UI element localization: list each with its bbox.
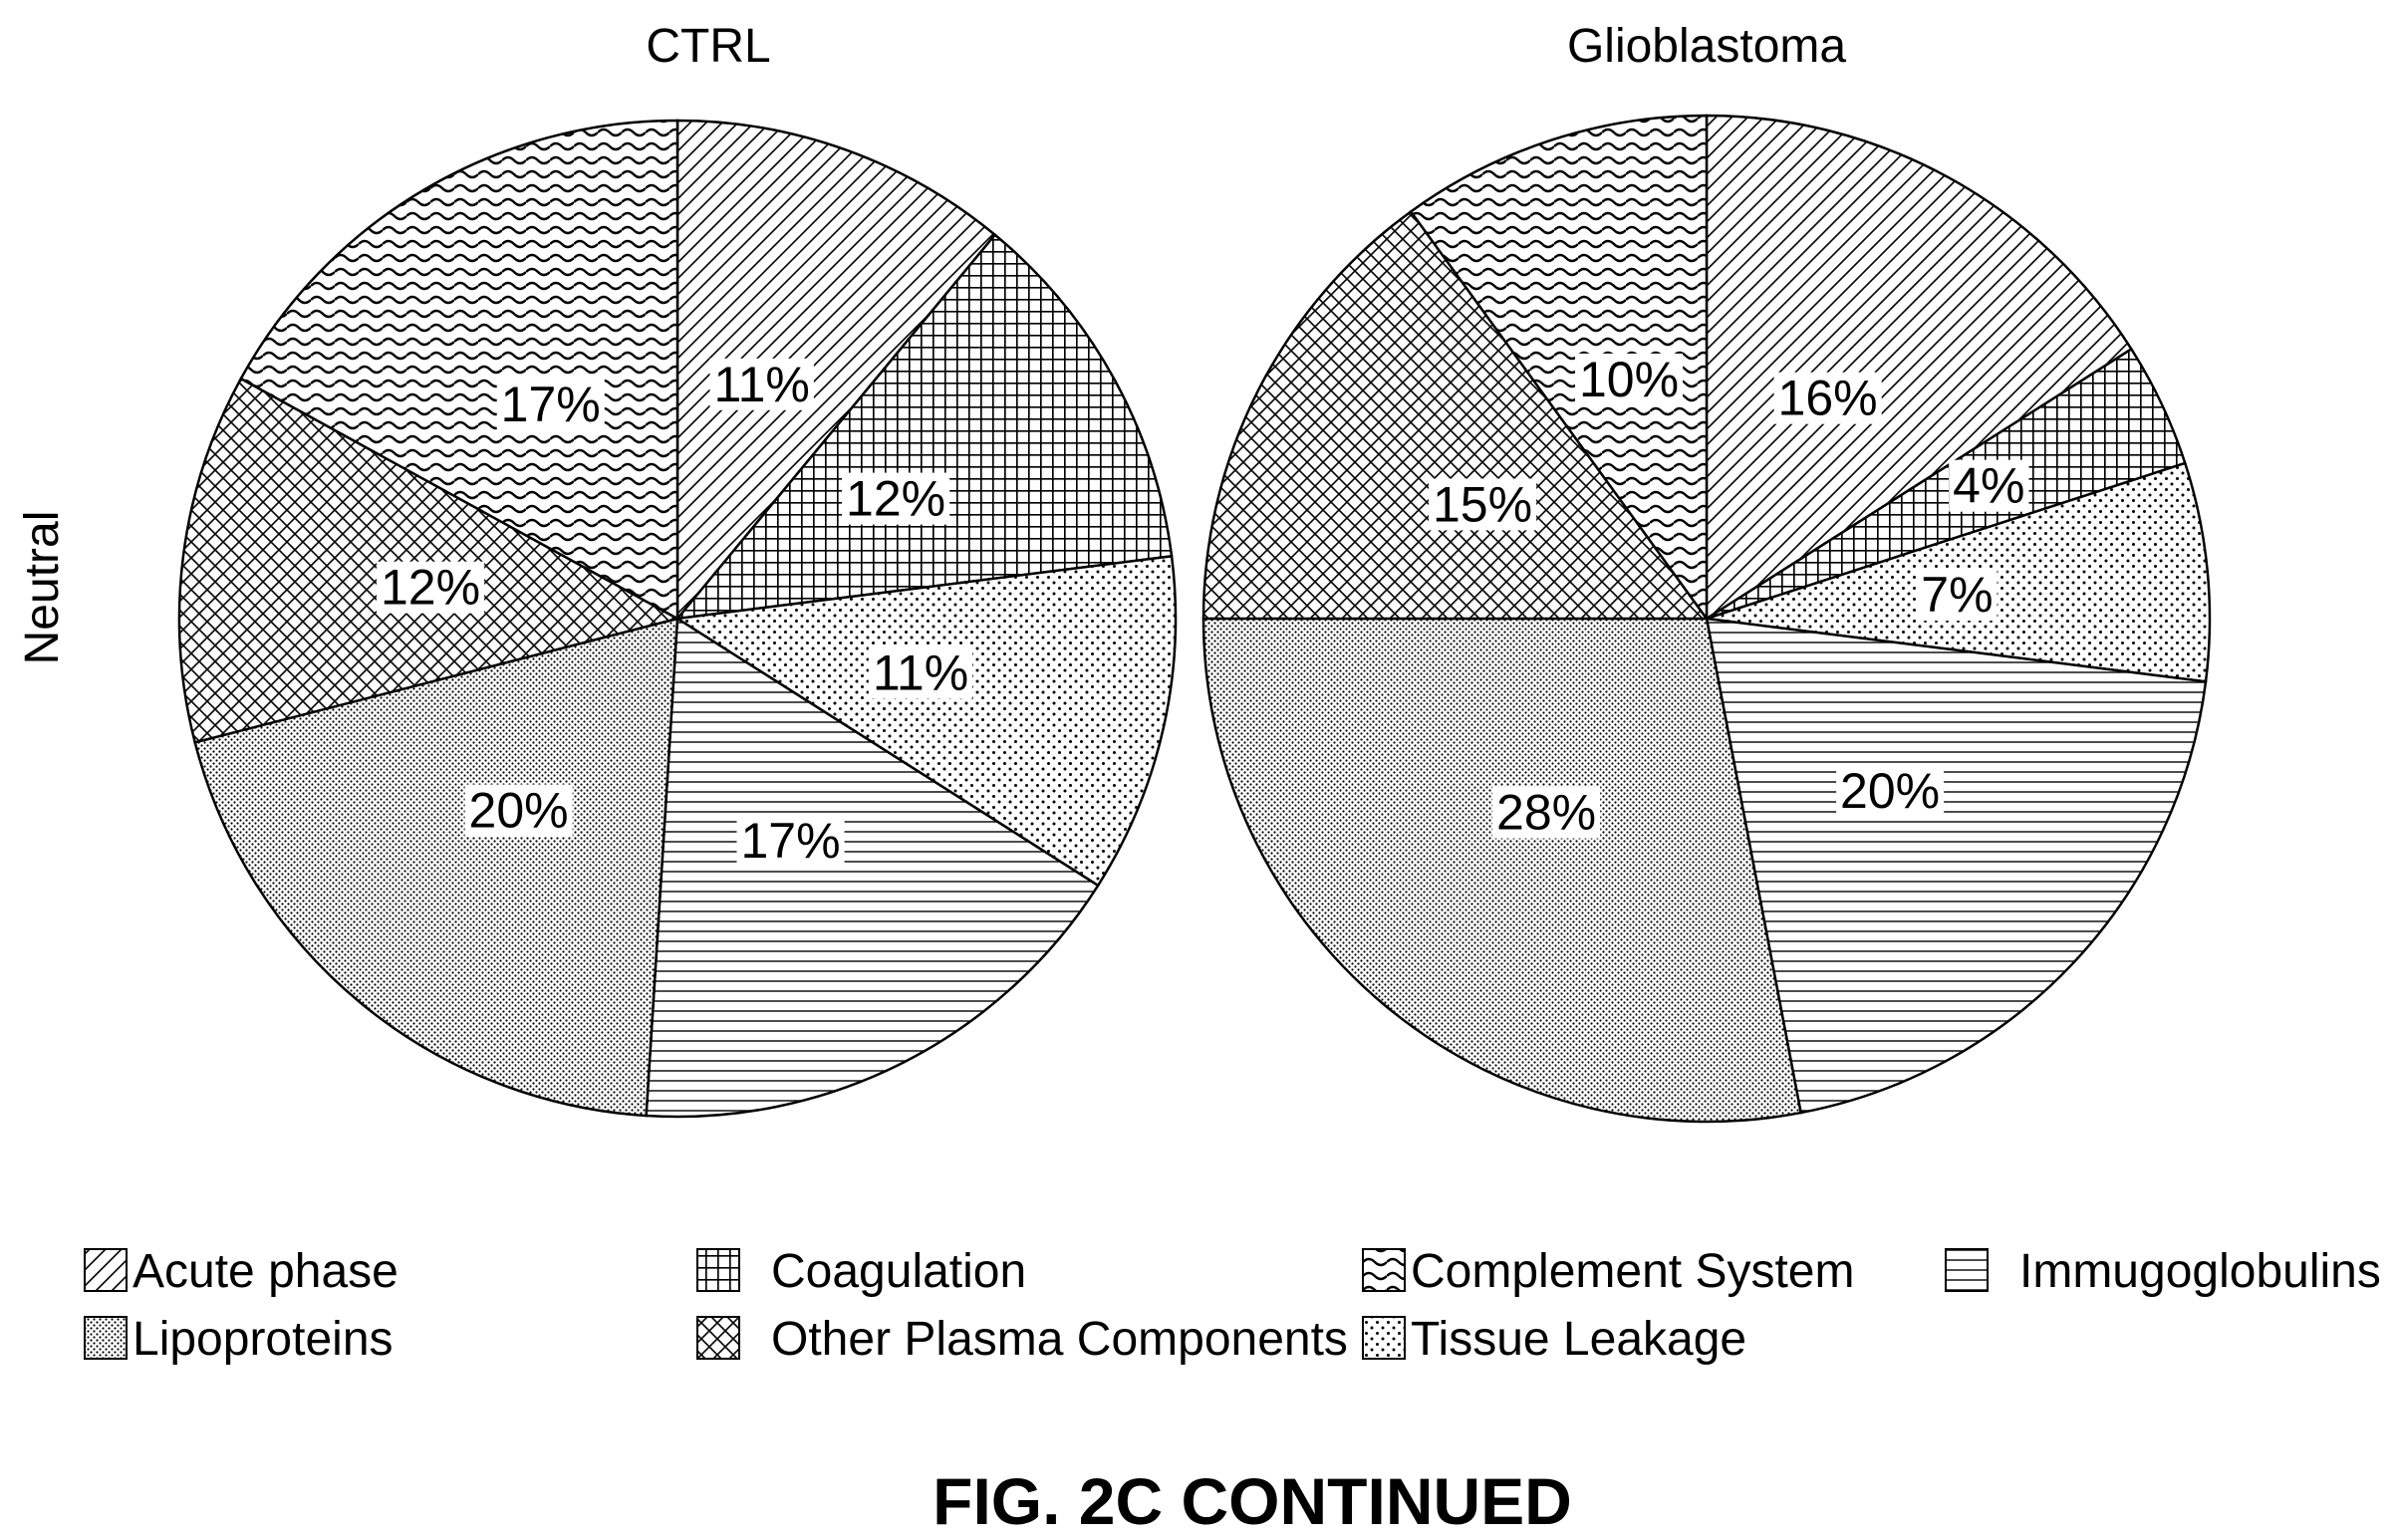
pie-ctrl-slice-coagulation (674, 232, 1174, 621)
pie-ctrl-label-bg-coagulation (842, 472, 950, 525)
y-axis-label: Neutral (16, 511, 69, 665)
pie-ctrl-slice-other-plasma-components (177, 377, 681, 744)
legend-label-acute-phase: Acute phase (133, 1245, 399, 1298)
legend-item-other-plasma-components: Other Plasma Components (696, 1313, 1348, 1366)
legend-item-immugoglobulins: Immugoglobulins (1945, 1245, 2381, 1298)
pie-glioblastoma-slice-immugoglobulins (1705, 617, 2208, 1115)
legend-swatch-coagulation (696, 1248, 740, 1292)
pie-glioblastoma-label-complement-system: 10% (1579, 352, 1679, 407)
pie-glioblastoma-slice-lipoproteins (1201, 617, 1803, 1124)
legend-swatch-tissue-leakage (1362, 1316, 1406, 1360)
pie-ctrl-label-bg-lipoproteins (464, 784, 573, 837)
legend-swatch-acute-phase (84, 1248, 128, 1292)
pie-ctrl-label-bg-other-plasma-components (377, 561, 485, 614)
legend-label-complement-system: Complement System (1411, 1245, 1854, 1298)
pie-ctrl-label-coagulation: 12% (846, 471, 945, 527)
pie-ctrl-label-acute-phase: 11% (714, 357, 810, 412)
pie-ctrl-label-tissue-leakage: 11% (873, 645, 968, 701)
pie-title-ctrl: CTRL (646, 20, 770, 73)
pie-glioblastoma-slice-acute-phase (1705, 114, 2134, 622)
pie-glioblastoma-slice-complement-system (1409, 114, 1709, 623)
pie-ctrl-label-lipoproteins: 20% (469, 783, 569, 839)
legend-swatch-complement-system (1362, 1248, 1406, 1292)
pie-ctrl-label-complement-system: 17% (501, 377, 601, 432)
legend-swatch-immugoglobulins (1945, 1248, 1989, 1292)
pie-ctrl-label-bg-acute-phase (709, 358, 814, 410)
legend-label-immugoglobulins: Immugoglobulins (2019, 1245, 2381, 1298)
pie-glioblastoma-slice-other-plasma-components (1201, 209, 1710, 621)
legend-label-other-plasma-components: Other Plasma Components (771, 1313, 1348, 1366)
pie-ctrl-slice-acute-phase (675, 119, 997, 623)
legend-item-coagulation: Coagulation (696, 1245, 1026, 1298)
pie-glioblastoma-label-immugoglobulins: 20% (1840, 763, 1940, 819)
legend-item-lipoproteins: Lipoproteins (84, 1313, 394, 1366)
pies-group: 11% 12% 11% 17% 20% 12% 17% 16% 4% 7% 20% 28% 15% 10% (177, 114, 2212, 1124)
figure-caption: FIG. 2C CONTINUED (932, 1464, 1572, 1538)
pie-glioblastoma-label-bg-coagulation (1949, 459, 2029, 512)
pie-ctrl-label-bg-complement-system (496, 378, 605, 430)
pie-ctrl-label-bg-immugoglobulins (736, 814, 845, 867)
pie-ctrl-slice-tissue-leakage (673, 554, 1178, 888)
pie-title-glioblastoma: Glioblastoma (1567, 20, 1846, 73)
pie-glioblastoma-label-other-plasma-components: 15% (1433, 476, 1532, 532)
pie-glioblastoma-label-tissue-leakage: 7% (1921, 567, 1993, 623)
pie-glioblastoma-label-bg-other-plasma-components (1429, 478, 1537, 531)
legend-label-tissue-leakage: Tissue Leakage (1411, 1313, 1746, 1366)
pie-glioblastoma: 16% 4% 7% 20% 28% 15% 10% (1201, 114, 2212, 1124)
legend-label-coagulation: Coagulation (771, 1245, 1026, 1298)
pie-ctrl-slice-complement-system (239, 119, 679, 622)
pie-glioblastoma-label-coagulation: 4% (1953, 458, 2024, 514)
pie-glioblastoma-label-bg-acute-phase (1773, 372, 1882, 424)
pie-glioblastoma-label-bg-tissue-leakage (1917, 569, 1998, 622)
pie-ctrl-label-bg-tissue-leakage (868, 646, 973, 699)
pie-ctrl-slice-immugoglobulins (645, 616, 1100, 1119)
pie-glioblastoma-label-bg-lipoproteins (1492, 786, 1601, 839)
legend: Acute phase Coagulation Complement System I… (84, 1245, 2381, 1366)
pie-ctrl: 11% 12% 11% 17% 20% 12% 17% (177, 119, 1178, 1119)
pie-ctrl-label-other-plasma-components: 12% (381, 560, 480, 616)
pie-glioblastoma-label-acute-phase: 16% (1778, 371, 1878, 426)
legend-label-lipoproteins: Lipoproteins (133, 1313, 394, 1366)
legend-item-tissue-leakage: Tissue Leakage (1362, 1313, 1746, 1366)
legend-item-complement-system: Complement System (1362, 1245, 1854, 1298)
pie-ctrl-slice-lipoproteins (193, 617, 679, 1118)
pie-glioblastoma-label-bg-immugoglobulins (1836, 764, 1945, 817)
legend-swatch-other-plasma-components (696, 1316, 740, 1360)
legend-swatch-lipoproteins (84, 1316, 128, 1360)
pie-glioblastoma-label-bg-complement-system (1575, 353, 1684, 405)
legend-item-acute-phase: Acute phase (84, 1245, 399, 1298)
pie-glioblastoma-label-lipoproteins: 28% (1496, 785, 1596, 841)
pie-ctrl-label-immugoglobulins: 17% (740, 813, 840, 869)
